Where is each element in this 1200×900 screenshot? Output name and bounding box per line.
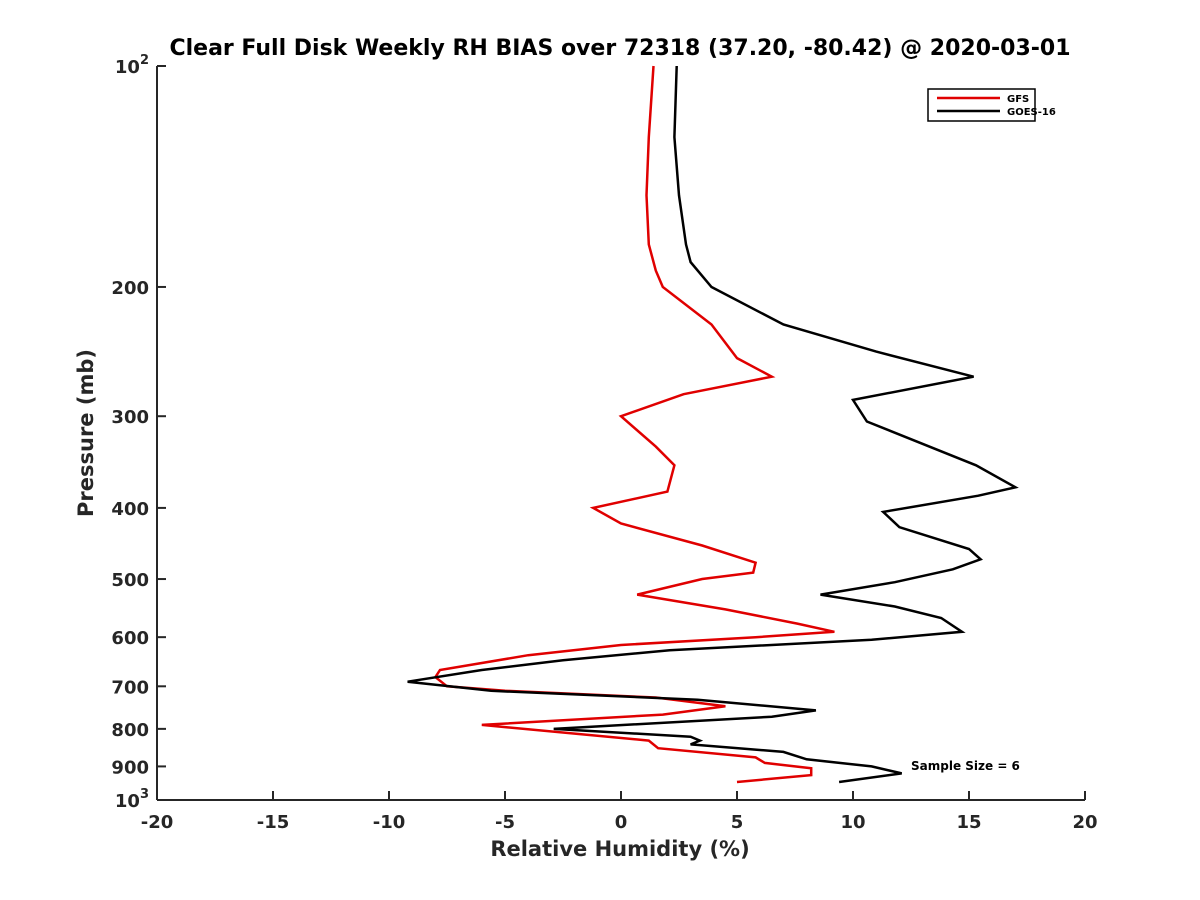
y-tick-label: 102 (115, 53, 149, 78)
legend-label: GFS (1007, 94, 1029, 105)
y-tick-label: 800 (111, 720, 149, 741)
series-lines (407, 65, 1019, 784)
x-tick-label: 5 (731, 812, 744, 833)
y-tick-label: 500 (111, 570, 149, 591)
y-tick-label: 400 (111, 499, 149, 520)
x-tick-label: -10 (373, 812, 406, 833)
sample-size-annotation: Sample Size = 6 (911, 759, 1020, 773)
x-tick-label: 15 (956, 812, 981, 833)
x-tick-label: -5 (495, 812, 515, 833)
y-tick-label: 600 (111, 628, 149, 649)
x-tick-label: 10 (840, 812, 865, 833)
y-tick-label: 200 (111, 278, 149, 299)
x-tick-label: -15 (257, 812, 290, 833)
y-ticks: 102 200 300 400 500 600 700 800 900 103 (111, 53, 166, 812)
legend: GFS GOES-16 (927, 88, 1056, 122)
y-tick-label: 103 (115, 787, 149, 812)
plot-area: -20 -15 -10 -5 0 5 10 15 20 102 200 300 400 500 600 70… (111, 53, 1097, 833)
series-line-gfs (433, 65, 835, 784)
y-tick-label: 700 (111, 677, 149, 698)
series-line-goes-16 (407, 65, 1019, 784)
legend-box (927, 88, 1036, 122)
y-tick-label: 900 (111, 757, 149, 778)
y-tick-label: 300 (111, 407, 149, 428)
y-axis-label: Pressure (mb) (74, 349, 98, 517)
x-ticks: -20 -15 -10 -5 0 5 10 15 20 (141, 791, 1098, 833)
legend-label: GOES-16 (1007, 107, 1056, 118)
x-tick-label: -20 (141, 812, 174, 833)
x-axis-label: Relative Humidity (%) (490, 837, 749, 861)
x-tick-label: 20 (1072, 812, 1097, 833)
x-tick-label: 0 (615, 812, 628, 833)
chart-title: Clear Full Disk Weekly RH BIAS over 7231… (169, 36, 1070, 61)
